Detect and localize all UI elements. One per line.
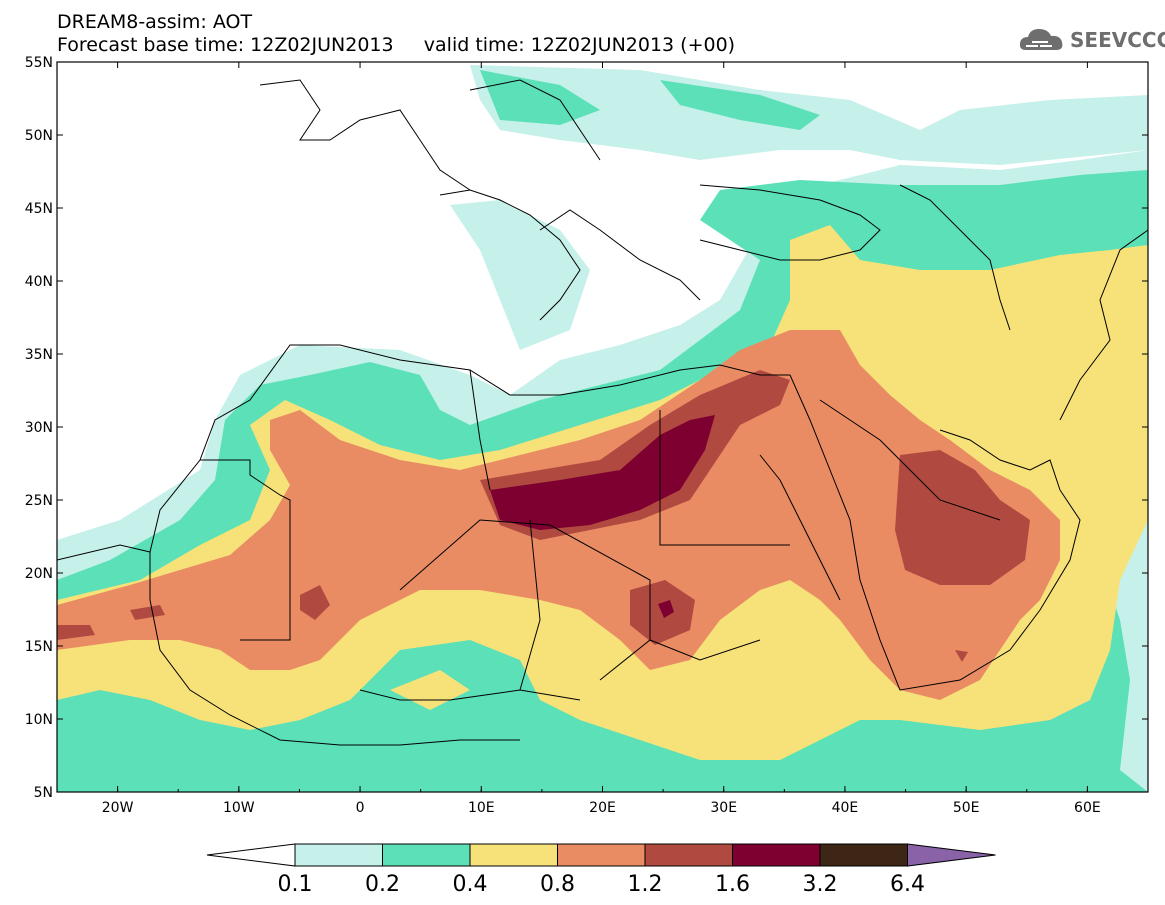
lat-label: 40N (25, 274, 53, 290)
colorbar-box (732, 843, 821, 867)
colorbar (206, 843, 996, 867)
colorbar-labels: 0.1 0.2 0.4 0.8 1.2 1.6 3.2 6.4 (278, 872, 926, 897)
lat-label: 35N (25, 347, 53, 363)
colorbar-label: 0.2 (365, 872, 400, 897)
colorbar-box (294, 843, 383, 867)
lon-label: 60E (1074, 800, 1101, 816)
colorbar-box (469, 843, 558, 867)
colorbar-label: 0.8 (540, 872, 575, 897)
lat-label: 30N (25, 420, 53, 436)
colorbar-under-triangle (206, 843, 296, 867)
colorbar-label: 3.2 (803, 872, 838, 897)
colorbar-over-triangle (907, 843, 996, 867)
longitude-labels: 20W 10W 0 10E 20E 30E 40E 50E 60E (102, 800, 1101, 816)
lat-label: 15N (25, 639, 53, 655)
cloud-icon (1019, 29, 1063, 50)
chart-title: DREAM8-assim: AOT (57, 11, 253, 33)
lon-label: 50E (953, 800, 980, 816)
colorbar-box (644, 843, 733, 867)
colorbar-box (557, 843, 646, 867)
axis-ticks (56, 61, 1149, 793)
coastlines (57, 79, 1148, 746)
forecast-time-line: Forecast base time: 12Z02JUN2013 valid t… (57, 34, 736, 56)
lat-label: 50N (25, 128, 53, 144)
aot-field (57, 62, 1148, 792)
seevccc-logo: SEEVCCC (1018, 24, 1165, 58)
colorbar-label: 0.4 (453, 872, 488, 897)
colorbar-label: 1.2 (628, 872, 663, 897)
lat-label: 25N (25, 493, 53, 509)
lon-label: 20E (589, 800, 616, 816)
lat-label: 5N (34, 785, 53, 801)
aot-level-1.6 (490, 415, 715, 530)
colorbar-box (819, 843, 908, 867)
lon-label: 0 (356, 800, 365, 816)
lat-label: 55N (25, 55, 53, 71)
country-borders (200, 369, 1001, 701)
colorbar-label: 6.4 (890, 872, 925, 897)
lat-label: 45N (25, 201, 53, 217)
colorbar-label: 0.1 (278, 872, 313, 897)
lat-label: 20N (25, 566, 53, 582)
lon-label: 20W (102, 800, 134, 816)
logo-text: SEEVCCC (1070, 28, 1165, 52)
lon-label: 10W (223, 800, 255, 816)
lon-label: 40E (832, 800, 859, 816)
lat-label: 10N (25, 712, 53, 728)
colorbar-box (382, 843, 471, 867)
colorbar-label: 1.6 (715, 872, 750, 897)
latitude-labels: 55N 50N 45N 40N 35N 30N 25N 20N 15N 10N 5N (25, 55, 53, 801)
lon-label: 30E (710, 800, 737, 816)
lon-label: 10E (468, 800, 495, 816)
